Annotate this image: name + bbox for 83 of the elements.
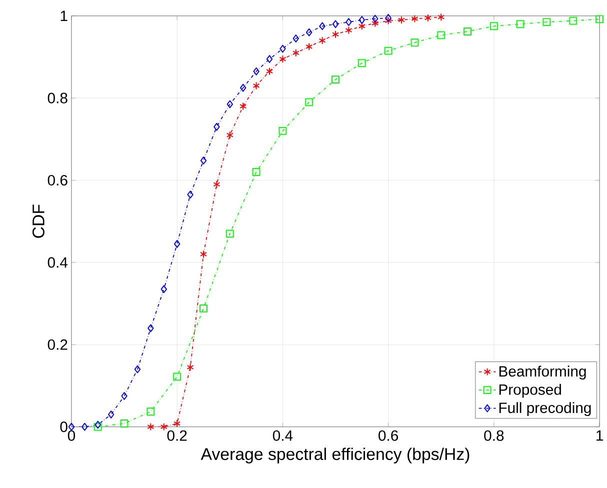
y-tick-label: 0.4 — [48, 256, 68, 268]
point — [516, 20, 524, 28]
point — [346, 18, 352, 26]
point — [82, 422, 88, 431]
point — [253, 67, 260, 76]
point — [596, 15, 604, 23]
point — [358, 16, 366, 24]
point — [411, 14, 418, 23]
point — [279, 54, 286, 63]
point — [358, 22, 366, 30]
point — [120, 419, 128, 428]
point — [384, 16, 392, 25]
x-tick-label: 1 — [596, 430, 603, 440]
point — [108, 410, 114, 418]
point — [292, 48, 300, 57]
point — [226, 230, 234, 238]
point — [398, 16, 406, 24]
point — [319, 22, 326, 30]
point — [200, 250, 207, 258]
point — [410, 38, 419, 46]
point — [385, 14, 392, 22]
point — [266, 54, 273, 63]
point — [358, 58, 366, 67]
point — [68, 422, 75, 431]
y-tick-label: 0.8 — [48, 92, 68, 104]
point — [214, 122, 220, 131]
x-tick-label: 0.2 — [167, 430, 187, 441]
point — [147, 422, 154, 431]
point — [424, 14, 432, 22]
point — [174, 240, 180, 248]
point — [438, 12, 445, 21]
x-tick-label: 0 — [68, 430, 76, 441]
point — [372, 14, 378, 23]
point — [542, 18, 551, 26]
point — [146, 407, 155, 416]
point — [306, 28, 312, 36]
y-tick-label: 1 — [60, 10, 68, 21]
point — [186, 363, 194, 372]
x-tick-label: 0.4 — [272, 430, 293, 441]
point — [464, 27, 472, 36]
point — [332, 30, 340, 38]
point — [305, 98, 314, 106]
point — [384, 46, 392, 55]
point — [173, 372, 182, 380]
legend-label: Proposed — [499, 384, 561, 398]
point — [266, 67, 274, 76]
point — [121, 392, 128, 400]
point — [226, 100, 234, 108]
point — [174, 419, 181, 428]
point — [134, 365, 141, 374]
point — [160, 422, 168, 431]
point — [240, 102, 247, 110]
point — [148, 324, 154, 332]
point — [252, 82, 260, 90]
y-tick-label: 0 — [60, 421, 68, 432]
x-axis-title: Average spectral efficiency (bps/Hz) — [200, 448, 470, 464]
point — [200, 156, 207, 164]
point — [160, 285, 167, 293]
point — [278, 126, 287, 135]
x-tick-label: 0.8 — [484, 430, 504, 441]
y-tick-label: 0.6 — [48, 174, 68, 186]
point — [306, 42, 313, 50]
legend-label: Beamforming — [499, 366, 586, 380]
point — [437, 31, 446, 39]
point — [187, 190, 194, 198]
legend-label: Full precoding — [499, 402, 591, 416]
point — [292, 34, 300, 42]
point — [569, 16, 578, 25]
x-tick-label: 0.6 — [378, 430, 398, 441]
point — [318, 36, 326, 44]
point — [280, 44, 286, 53]
point — [226, 130, 234, 139]
point — [252, 168, 260, 176]
point — [490, 22, 498, 30]
point — [332, 75, 340, 84]
point — [372, 19, 379, 28]
point — [345, 26, 352, 34]
point — [200, 304, 208, 312]
y-tick-label: 0.2 — [48, 339, 68, 350]
point — [332, 20, 339, 28]
point — [240, 84, 246, 92]
point — [213, 180, 220, 188]
y-axis-title: CDF — [32, 204, 44, 238]
